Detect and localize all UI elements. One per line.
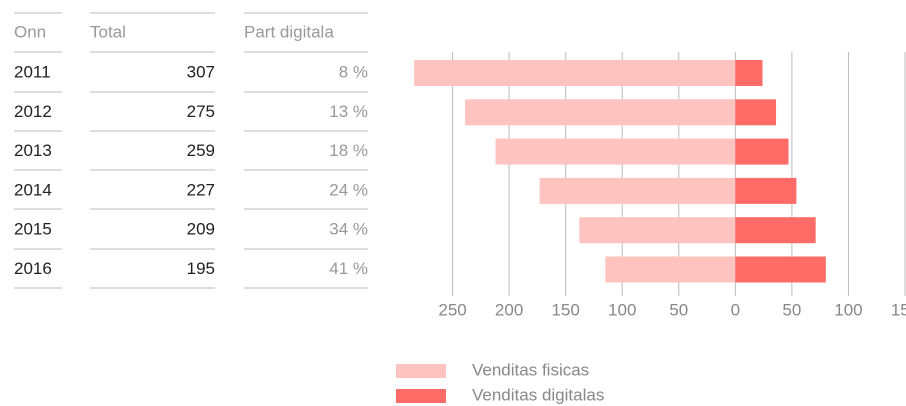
bar <box>414 60 736 86</box>
bar <box>464 99 736 126</box>
x-tick-label: 50 <box>782 300 801 319</box>
bar <box>735 99 777 126</box>
x-tick-label: 250 <box>438 300 466 319</box>
table-cell: 195 <box>187 259 215 278</box>
table-cell: 41 % <box>329 259 368 278</box>
table-cell: 34 % <box>329 220 368 239</box>
bar <box>735 60 763 86</box>
x-tick-label: 100 <box>834 300 862 319</box>
table-cell: 307 <box>187 62 215 81</box>
bar <box>735 256 826 283</box>
bar <box>495 138 736 165</box>
bar <box>539 177 736 204</box>
column-header: Total <box>90 22 126 41</box>
legend-label: Venditas digitalas <box>472 385 604 404</box>
bar <box>579 217 736 244</box>
bar <box>735 217 816 244</box>
table-cell: 227 <box>187 180 215 199</box>
x-tick-label: 50 <box>669 300 688 319</box>
x-tick-label: 0 <box>731 300 740 319</box>
x-tick-label: 150 <box>891 300 906 319</box>
table-cell: 2015 <box>14 220 52 239</box>
legend-swatch <box>396 364 446 378</box>
x-tick-label: 150 <box>551 300 579 319</box>
column-header: Onn <box>14 22 46 41</box>
table-cell: 2012 <box>14 102 52 121</box>
table-cell: 2016 <box>14 259 52 278</box>
x-tick-label: 100 <box>608 300 636 319</box>
table-cell: 2014 <box>14 180 52 199</box>
table-cell: 24 % <box>329 180 368 199</box>
bar <box>735 138 789 165</box>
table-cell: 2013 <box>14 141 52 160</box>
x-tick-label: 200 <box>495 300 523 319</box>
table-cell: 2011 <box>14 62 51 81</box>
table-cell: 209 <box>187 220 215 239</box>
table-cell: 18 % <box>329 141 368 160</box>
bar <box>735 177 797 204</box>
table-cell: 13 % <box>329 102 368 121</box>
column-header: Part digitala <box>244 22 334 41</box>
legend-label: Venditas fisicas <box>472 360 589 379</box>
table-cell: 8 % <box>339 62 368 81</box>
bar <box>605 256 736 283</box>
legend-swatch <box>396 389 446 403</box>
table-cell: 275 <box>187 102 215 121</box>
table-cell: 259 <box>187 141 215 160</box>
